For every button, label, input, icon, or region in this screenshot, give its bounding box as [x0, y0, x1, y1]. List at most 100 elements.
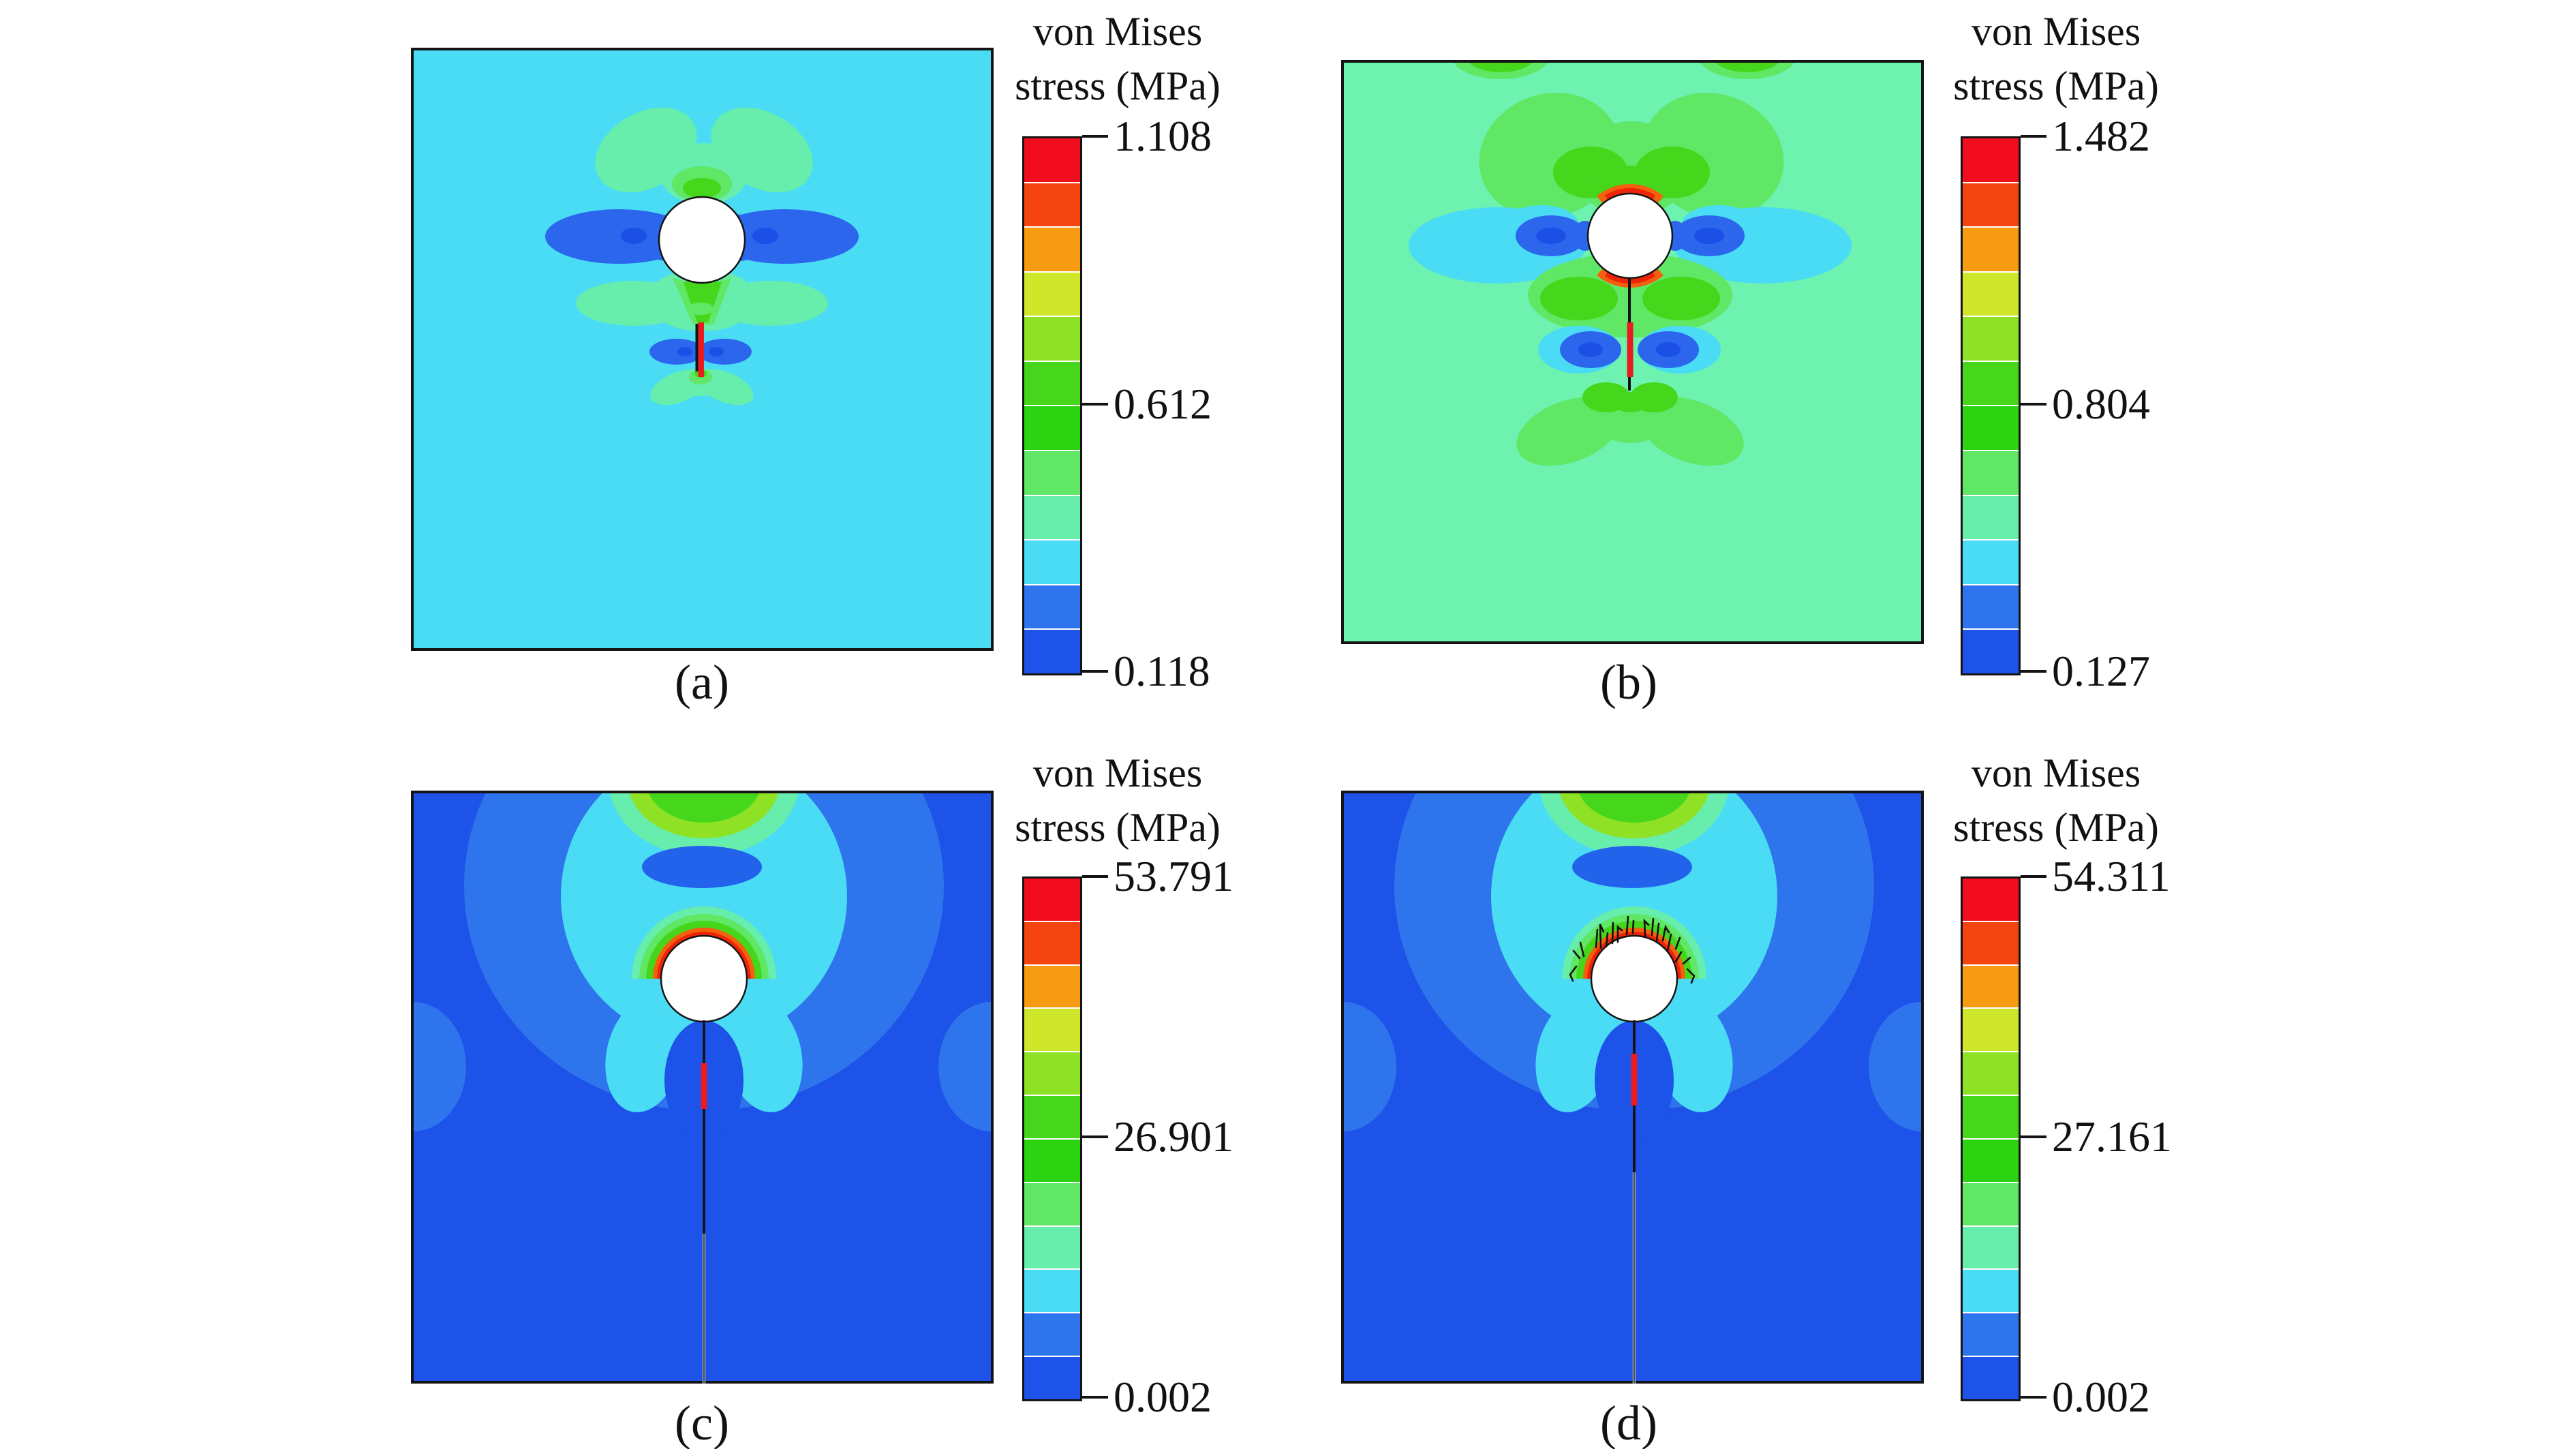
colorbar-c-label-mid: 26.901: [1114, 1112, 1233, 1161]
colorbar-band: [1963, 585, 2019, 629]
colorbar-band: [1963, 1052, 2019, 1095]
plot-d-top-edge-green-band: [1539, 791, 1729, 857]
colorbar-d-tick-min: [2021, 1396, 2046, 1399]
colorbar-band: [1963, 1357, 2019, 1399]
colorbar-band: [1963, 1226, 2019, 1269]
colorbar-a-label-mid: 0.612: [1114, 379, 1212, 428]
plot-c-dark-blue-oval: [642, 846, 762, 888]
colorbar-b-tick-min: [2021, 670, 2046, 673]
crack-d: [1631, 1020, 1638, 1384]
colorbar-a-tick-min: [1082, 670, 1108, 673]
colorbar-band: [1963, 138, 2019, 182]
colorbar-d-label-max: 54.311: [2052, 852, 2171, 900]
colorbar-c-label-min: 0.002: [1114, 1373, 1212, 1421]
colorbar-a-label-max: 1.108: [1114, 112, 1212, 160]
plot-c-border: [411, 791, 994, 1384]
legend-title-a-line2: stress (MPa): [1015, 63, 1221, 108]
plot-a-blue-wing-spots: [621, 228, 778, 244]
legend-title-c: von Mises stress (MPa): [957, 746, 1278, 855]
colorbar-band: [1024, 451, 1080, 495]
colorbar-band: [1024, 406, 1080, 451]
colorbar-a-tick-max: [1082, 135, 1108, 138]
colorbar-band: [1024, 1139, 1080, 1182]
colorbar-band: [1963, 1009, 2019, 1052]
plot-d-dark-blue-oval: [1572, 846, 1692, 888]
colorbar-band: [1963, 540, 2019, 584]
colorbar-band: [1963, 495, 2019, 540]
colorbar-band: [1024, 879, 1080, 921]
plot-b-top-edge-green-patches: [1452, 60, 1796, 79]
contour-plot-b: [1341, 60, 1924, 644]
caption-a: (a): [675, 655, 729, 710]
contour-plot-a: [411, 48, 994, 651]
colorbar-band: [1963, 406, 2019, 451]
colorbar-band: [1963, 361, 2019, 406]
colorbar-b-label-mid: 0.804: [2052, 379, 2150, 428]
plot-a-band-below-hole: [576, 269, 828, 331]
colorbar-band: [1963, 1183, 2019, 1225]
colorbar-b-tick-max: [2021, 135, 2046, 138]
caption-d: (d): [1600, 1396, 1657, 1449]
colorbar-band: [1963, 879, 2019, 921]
colorbar-band: [1963, 1096, 2019, 1138]
colorbar-band: [1024, 921, 1080, 964]
plot-a-crack-flank-lobes: [649, 339, 752, 365]
legend-title-a: von Mises stress (MPa): [957, 4, 1278, 113]
colorbar-band: [1963, 228, 2019, 271]
colorbar-d-bar: [1961, 876, 2021, 1401]
plot-d-microcrack-scribbles: [1569, 915, 1696, 984]
crack-c: [701, 1020, 707, 1384]
colorbar-band: [1024, 1357, 1080, 1399]
colorbar-band: [1963, 183, 2019, 227]
colorbar-b-bar: [1961, 136, 2021, 675]
plot-a-green-patch-hole-top: [672, 166, 732, 202]
colorbar-a-label-min: 0.118: [1114, 647, 1210, 695]
colorbar-band: [1024, 1226, 1080, 1269]
colorbar-band: [1024, 495, 1080, 540]
contour-plot-c: [411, 791, 994, 1384]
colorbar-band: [1024, 1313, 1080, 1356]
legend-title-c-line2: stress (MPa): [1015, 805, 1221, 850]
colorbar-band: [1024, 965, 1080, 1008]
colorbar-band: [1024, 228, 1080, 271]
legend-title-d-line1: von Mises: [1971, 750, 2141, 795]
colorbar-c-tick-max: [1082, 875, 1108, 878]
colorbar-band: [1963, 1139, 2019, 1182]
colorbar-band: [1963, 630, 2019, 673]
colorbar-band: [1963, 965, 2019, 1008]
colorbar-c-tick-min: [1082, 1396, 1108, 1399]
colorbar-b-tick-mid: [2021, 402, 2046, 406]
colorbar-band: [1024, 585, 1080, 629]
colorbar-c: 53.791 26.901 0.002: [1022, 853, 1233, 1421]
colorbar-band: [1024, 1183, 1080, 1225]
colorbar-b: 1.482 0.804 0.127: [1961, 112, 2165, 695]
colorbar-a: 1.108 0.612 0.118: [1022, 112, 1227, 695]
plot-b-crack-flank-lobes: [1538, 326, 1721, 373]
legend-title-b: von Mises stress (MPa): [1896, 4, 2216, 113]
plot-b-green-butterfly-above-hole: [1479, 93, 1784, 218]
colorbar-d-label-mid: 27.161: [2052, 1112, 2172, 1161]
colorbar-c-label-max: 53.791: [1114, 852, 1233, 900]
colorbar-band: [1963, 451, 2019, 495]
colorbar-band: [1024, 183, 1080, 227]
colorbar-d: 54.311 27.161 0.002: [1961, 853, 2172, 1421]
colorbar-band: [1024, 317, 1080, 361]
plot-b-stress-crescent-hole-bottom: [1597, 268, 1663, 288]
plot-a-border: [411, 48, 994, 651]
legend-title-c-line1: von Mises: [1032, 750, 1203, 795]
colorbar-band: [1024, 272, 1080, 316]
colorbar-band: [1024, 1009, 1080, 1052]
colorbar-c-tick-mid: [1082, 1135, 1108, 1138]
colorbar-a-bar: [1022, 136, 1082, 675]
caption-c: (c): [675, 1396, 729, 1449]
colorbar-band: [1024, 1270, 1080, 1313]
legend-title-d: von Mises stress (MPa): [1896, 746, 2216, 855]
colorbar-c-bar: [1022, 876, 1082, 1401]
hole-a: [658, 196, 746, 284]
legend-title-b-line1: von Mises: [1971, 9, 2141, 54]
colorbar-a-tick-mid: [1082, 402, 1108, 406]
colorbar-band: [1963, 317, 2019, 361]
colorbar-b-label-min: 0.127: [2052, 647, 2150, 695]
colorbar-band: [1963, 272, 2019, 316]
